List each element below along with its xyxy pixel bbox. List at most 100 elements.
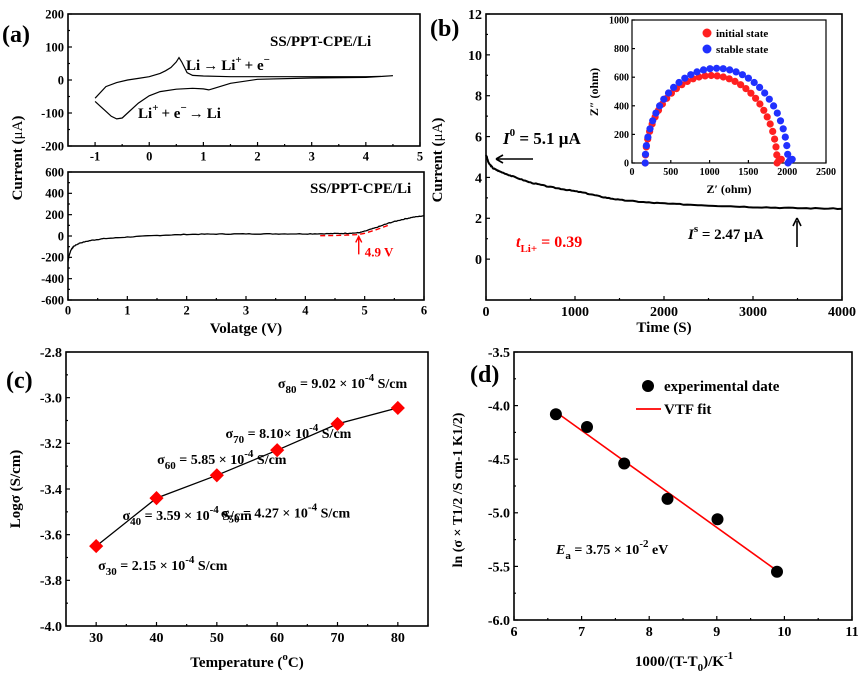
x-tick-label: 1 [124,304,130,318]
data-point [149,491,164,506]
annotation-oxidation: Li → Li+ + e− [186,54,270,74]
inset-point [761,89,769,97]
inset-point [776,117,785,125]
x-ticks: 30 40 50 60 70 80 [89,622,429,646]
y-tick-label: -600 [41,293,64,307]
inset-point [784,150,792,158]
inset-point [726,66,734,74]
inset-point [765,95,773,103]
inset-point [769,127,777,135]
y-tick-label: -400 [41,272,64,286]
inset-point [731,77,739,85]
inset-point [732,68,740,76]
inset-x-tick-label: 1000 [700,167,720,178]
onset-label: 4.9 V [365,244,394,259]
inset-point [649,117,657,125]
y-tick-label: -4.0 [40,620,62,635]
panel-a-bottom: 0 1 2 3 4 5 6 -600 -400 -200 0 200 400 600 4.9 V SS/… [10,116,427,337]
inset-point [641,159,649,167]
x-tick-label: 7 [578,625,585,640]
legend-marker-initial [702,28,712,38]
inset-x-tick-label: 0 [630,167,635,178]
eis-inset: 0 500 1000 1500 2000 2500 0 200 400 600 800 1000 Z… [587,16,836,197]
x-axis-label: 1000/(T-T0)/K-1 [635,650,733,674]
y-tick-label: 12 [468,8,482,23]
y-tick-label: -100 [41,106,64,120]
x-tick-label: 6 [511,625,518,640]
conductivity-line [95,407,398,547]
x-tick-label: 0 [146,150,152,164]
inset-y-tick-label: 0 [624,159,629,170]
y-tick-label: -3.2 [40,437,62,452]
data-point [771,565,783,578]
legend-experimental: experimental date [664,379,780,395]
onset-arrow [355,234,363,255]
inset-frame [631,19,827,164]
x-tick-label: 3 [309,150,315,164]
y-axis-label: Logσ (S/cm) [8,450,24,529]
y-ticks: -4.0 -3.8 -3.6 -3.4 -3.2 -3.0 -2.8 [40,346,70,635]
is-label: Is = 2.47 μA [687,223,764,243]
y-tick-label: -4.0 [488,400,510,415]
inset-point [693,68,701,76]
annotation-reduction: Li+ + e− → Li [138,102,221,122]
data-point [270,443,285,458]
data-point [549,408,562,421]
activation-energy-label: Ea = 3.75 × 10-2 eV [555,538,668,562]
inset-x-tick-label: 500 [663,167,678,178]
inset-x-tick-label: 2500 [816,167,836,178]
data-point [711,513,724,526]
inset-point [699,66,708,74]
inset-point [713,72,721,80]
data-point [89,539,104,554]
inset-point [707,71,715,80]
x-tick-label: 8 [646,625,653,640]
x-tick-label: 40 [150,631,164,646]
inset-point [646,125,654,133]
inset-x-label: Z′ (ohm) [706,182,751,196]
inset-point [675,78,683,87]
inset-point [670,83,678,91]
data-point [661,492,674,505]
inset-y-label: Z″ (ohm) [587,68,601,116]
legend-stable: stable state [716,44,768,56]
inset-point [681,74,689,82]
panel-d: (d) 6 7 8 9 10 11 -6.0 -5.5 -5.0 -4.5 -4.0 -3.5 ex… [451,346,859,674]
inset-point [737,81,745,89]
i0-label: I0 = 5.1 μA [502,127,581,148]
x-tick-label: 11 [845,625,858,640]
inset-point [783,142,791,150]
y-tick-label: -200 [41,139,64,153]
x-tick-label: 50 [210,631,224,646]
x-tick-label: 30 [89,631,103,646]
inset-point [750,78,758,87]
is-arrowhead [792,217,802,227]
x-tick-label: 9 [713,625,720,640]
y-tick-label: -6.0 [488,614,510,629]
x-tick-label: 2 [184,304,190,318]
inset-point [644,133,652,141]
sample-label: SS/PPT-CPE/Li [270,34,371,50]
conductivity-label: σ30 = 2.15 × 10-4 S/cm [98,554,228,578]
y-tick-label: -3.4 [40,483,62,498]
y-tick-label: 0 [475,253,482,268]
panel-c: (c) 30 40 50 60 70 80 -4.0 -3.8 -3.6 -3.4 -3.2 -3.… [6,346,429,671]
onset-tangent-dashed [320,224,389,237]
inset-point [777,155,785,163]
y-axis-label: Current (μA) [10,116,26,201]
x-tick-label: 6 [421,304,427,318]
data-point [581,421,593,433]
inset-point [752,94,760,102]
conductivity-points [89,400,405,554]
inset-point [719,65,727,73]
current-decay-curve [485,154,843,211]
inset-point [781,133,789,141]
y-ticks: 0 2 4 6 8 10 12 [468,8,490,268]
arrow-glyph: → [203,58,218,74]
inset-point [760,106,768,114]
conductivity-label: σ50 = 4.27 × 10-4 S/cm [221,501,351,525]
data-point [209,468,224,483]
x-tick-label: 70 [331,631,345,646]
y-tick-label: 10 [468,49,482,64]
